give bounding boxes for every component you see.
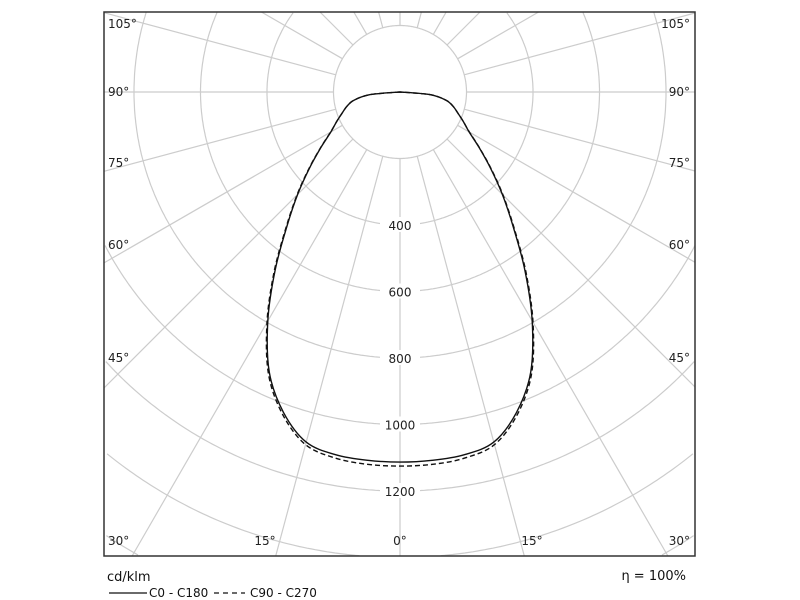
grid-ray-330 [131, 149, 368, 557]
angle-tick-left: 45° [108, 351, 129, 365]
radial-tick-1200: 1200 [385, 485, 416, 499]
radial-tick-800: 800 [389, 352, 412, 366]
radial-label-bg [380, 217, 420, 232]
legend-c0-c180: C0 - C180 [149, 586, 208, 600]
polar-grid [103, 11, 696, 557]
grid-ray-255 [103, 12, 336, 76]
angle-tick-left: 30° [108, 534, 129, 548]
grid-circle-1400 [106, 453, 694, 557]
angle-tick-left: 60° [108, 238, 129, 252]
radial-label-bg [380, 350, 420, 365]
grid-ray-60 [457, 124, 696, 263]
radial-label-bg [380, 416, 420, 432]
radial-label-bg [380, 483, 420, 498]
grid-circle-1200 [105, 361, 695, 492]
grid-ray-75 [464, 108, 696, 172]
grid-ray-195 [378, 11, 384, 28]
grid-ray-345 [275, 156, 384, 557]
angle-tick-bottom: 0° [393, 534, 407, 548]
angle-tick-left: 75° [108, 156, 129, 170]
grid-circle-1000 [104, 245, 696, 426]
angle-tick-left: 90° [108, 85, 129, 99]
grid-circle-400 [266, 12, 534, 226]
angle-tick-left: 105° [108, 17, 137, 31]
radial-tick-600: 600 [389, 286, 412, 300]
radial-label-bg [380, 283, 420, 299]
angle-tick-right: 90° [669, 85, 690, 99]
angle-tick-right: 105° [661, 17, 690, 31]
grid-circle-800 [133, 11, 667, 359]
angle-tick-bottom: 15° [521, 534, 542, 548]
unit-label: cd/klm [107, 570, 151, 585]
radial-tick-1000: 1000 [385, 419, 416, 433]
radial-tick-labels: 400 600 800 1000 1200 [380, 217, 420, 499]
curves [265, 91, 535, 467]
grid-ray-135 [446, 11, 481, 46]
grid-ray-240 [261, 11, 343, 60]
grid-ray-165 [416, 11, 422, 28]
grid-ray-30 [432, 149, 669, 557]
grid-ray-210 [353, 11, 368, 35]
grid-ray-315 [103, 138, 354, 389]
legend: C0 - C180 C90 - C270 [109, 586, 317, 600]
angle-tick-labels: 105° 90° 75° 60° 45° 30° 105° 90° 75° 60° 45° 30° 15… [108, 17, 690, 548]
angle-tick-right: 30° [669, 534, 690, 548]
series-c90-c270 [265, 91, 535, 467]
grid-ray-15 [416, 156, 525, 557]
grid-ray-105 [464, 12, 696, 76]
angle-tick-right: 45° [669, 351, 690, 365]
grid-circle-1600 [106, 535, 694, 556]
grid-ray-300 [103, 124, 343, 264]
grid-ray-225 [319, 11, 354, 46]
grid-ray-285 [103, 108, 336, 172]
efficiency-label: η = 100% [621, 569, 686, 584]
grid-ray-45 [446, 138, 696, 388]
angle-tick-right: 75° [669, 156, 690, 170]
radial-tick-400: 400 [389, 219, 412, 233]
grid-ray-150 [432, 11, 447, 35]
grid-ray-120 [457, 11, 539, 60]
angle-tick-right: 60° [669, 238, 690, 252]
legend-c90-c270: C90 - C270 [250, 586, 317, 600]
grid-circle-600 [199, 12, 601, 293]
angle-tick-bottom: 15° [254, 534, 275, 548]
plot-frame [103, 11, 696, 557]
